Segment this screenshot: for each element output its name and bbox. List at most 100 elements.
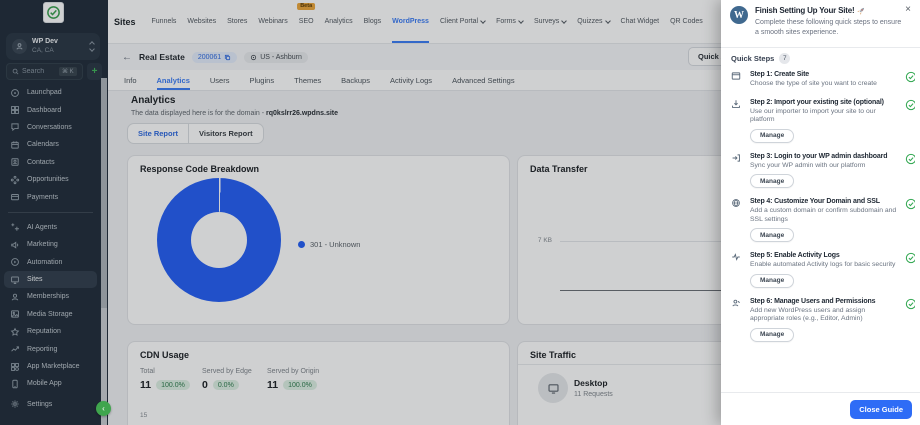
memberships-icon <box>10 292 20 302</box>
modal-dim-overlay <box>0 0 721 425</box>
tab-chat-widget[interactable]: Chat Widget <box>620 18 660 25</box>
donut-chart[interactable] <box>157 178 281 302</box>
card-title: Data Transfer <box>530 164 588 174</box>
tab-client-portal[interactable]: Client Portal <box>440 0 486 43</box>
add-button[interactable]: + <box>87 63 102 80</box>
browser-icon <box>731 70 745 89</box>
import-icon <box>731 98 745 143</box>
launchpad-icon <box>10 88 20 98</box>
sidebar-item-launchpad[interactable]: Launchpad <box>4 84 97 101</box>
tab-themes[interactable]: Themes <box>294 75 322 85</box>
legend-dot <box>298 241 305 248</box>
rocket-icon <box>857 6 866 15</box>
cdn-stat-edge: Served by Edge 0 0.0% <box>202 368 252 391</box>
tab-activity-logs[interactable]: Activity Logs <box>389 75 433 85</box>
sidebar-item-automation[interactable]: Automation <box>4 254 97 271</box>
sidebar-item-marketing[interactable]: Marketing <box>4 236 97 253</box>
sidebar-item-memberships[interactable]: Memberships <box>4 288 97 305</box>
sidebar-item-sites[interactable]: Sites <box>4 270 97 289</box>
search-box[interactable]: ⌘ K <box>6 63 83 80</box>
sparkles-icon <box>10 222 20 232</box>
reporting-icon <box>10 344 20 354</box>
check-circle-icon <box>905 197 915 242</box>
search-input[interactable] <box>22 68 56 75</box>
tab-qr-codes[interactable]: QR Codes <box>670 18 703 25</box>
step-domain-ssl: Step 4: Customize Your Domain and SSL Ad… <box>731 197 915 243</box>
sidebar-item-payments[interactable]: Payments <box>4 188 97 205</box>
media-storage-icon <box>10 309 20 319</box>
sidebar-item-app-marketplace[interactable]: App Marketplace <box>4 358 97 375</box>
quick-steps-label: Quick Steps <box>731 54 775 63</box>
tab-webinars[interactable]: Webinars <box>258 18 288 25</box>
tab-plugins[interactable]: Plugins <box>249 75 275 85</box>
site-tabs: Info Analytics Users Plugins Themes Back… <box>108 70 920 91</box>
tab-seo[interactable]: Beta SEO <box>297 3 316 25</box>
close-icon[interactable]: × <box>905 4 911 15</box>
tab-websites[interactable]: Websites <box>187 18 217 25</box>
sidebar-item-opportunities[interactable]: Opportunities <box>4 171 97 188</box>
account-switcher[interactable]: WP Dev CA, CA <box>6 33 100 60</box>
tab-advanced-settings[interactable]: Advanced Settings <box>452 75 515 85</box>
sidebar-item-conversations[interactable]: Conversations <box>4 119 97 136</box>
check-logo-icon <box>46 5 61 20</box>
tab-surveys[interactable]: Surveys <box>534 0 568 43</box>
close-guide-button[interactable]: Close Guide <box>850 400 912 419</box>
section-heading: Analytics <box>131 95 176 106</box>
sidebar-nav: Launchpad Dashboard Conversations Calend… <box>0 84 101 413</box>
sidebar-item-ai-agents[interactable]: AI Agents <box>4 219 97 236</box>
tab-analytics[interactable]: Analytics <box>324 18 353 25</box>
visitors-report-tab[interactable]: Visitors Report <box>199 129 253 138</box>
sidebar-scrollbar[interactable] <box>101 78 107 425</box>
tab-info[interactable]: Info <box>124 75 137 85</box>
gear-icon <box>10 399 20 409</box>
check-circle-icon <box>905 152 915 189</box>
app-logo[interactable] <box>43 2 64 23</box>
cdn-stat-total: Total 11 100.0% <box>140 368 190 391</box>
sidebar-item-calendars[interactable]: Calendars <box>4 136 97 153</box>
globe-icon <box>731 197 745 242</box>
opportunities-icon <box>10 175 20 185</box>
tab-users[interactable]: Users <box>209 75 230 85</box>
sidebar-item-contacts[interactable]: Contacts <box>4 154 97 171</box>
manage-button[interactable]: Manage <box>750 327 795 342</box>
check-circle-icon <box>905 297 915 342</box>
manage-button[interactable]: Manage <box>750 228 795 243</box>
back-arrow-icon[interactable]: ← <box>122 51 132 63</box>
sidebar-collapse-button[interactable]: ‹ <box>96 401 111 416</box>
tab-site-analytics[interactable]: Analytics <box>156 70 191 90</box>
sidebar-item-mobile-app[interactable]: Mobile App <box>4 375 97 392</box>
y-axis-tick: 7 KB <box>537 237 552 244</box>
tab-wordpress[interactable]: WordPress <box>392 0 429 43</box>
sidebar-item-reputation[interactable]: Reputation <box>4 323 97 340</box>
dashboard-icon <box>10 105 20 115</box>
copy-icon[interactable] <box>224 54 231 61</box>
sidebar-item-media-storage[interactable]: Media Storage <box>4 306 97 323</box>
site-id-badge[interactable]: 200061 <box>191 51 238 63</box>
guide-title: Finish Setting Up Your Site! <box>755 6 855 15</box>
tab-backups[interactable]: Backups <box>341 75 370 85</box>
search-shortcut: ⌘ K <box>59 67 77 76</box>
step-create-site: Step 1: Create Site Choose the type of s… <box>731 70 915 89</box>
sidebar-item-dashboard[interactable]: Dashboard <box>4 101 97 118</box>
sidebar-item-settings[interactable]: Settings <box>4 396 97 413</box>
sidebar-item-reporting[interactable]: Reporting <box>4 340 97 357</box>
tab-funnels[interactable]: Funnels <box>151 18 177 25</box>
account-location: CA, CA <box>32 46 54 54</box>
tab-quizzes[interactable]: Quizzes <box>577 0 611 43</box>
manage-button[interactable]: Manage <box>750 273 795 288</box>
tab-stores[interactable]: Stores <box>227 18 248 25</box>
tab-forms[interactable]: Forms <box>496 0 524 43</box>
divider <box>721 47 920 48</box>
user-edit-icon <box>731 297 745 342</box>
desktop-icon <box>538 373 568 403</box>
automation-icon <box>10 257 20 267</box>
tab-blogs[interactable]: Blogs <box>363 18 382 25</box>
percent-badge: 100.0% <box>283 380 317 390</box>
y-axis-tick: 15 <box>140 412 148 419</box>
domain-description: The data displayed here is for the domai… <box>131 110 339 117</box>
search-icon <box>12 68 19 75</box>
manage-button[interactable]: Manage <box>750 128 795 143</box>
check-circle-icon <box>905 251 915 288</box>
site-report-tab[interactable]: Site Report <box>128 124 190 143</box>
manage-button[interactable]: Manage <box>750 174 795 189</box>
